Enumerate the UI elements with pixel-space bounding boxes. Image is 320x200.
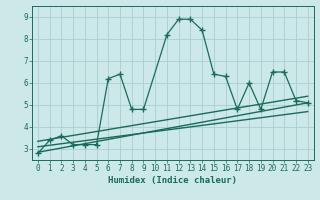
X-axis label: Humidex (Indice chaleur): Humidex (Indice chaleur) — [108, 176, 237, 185]
